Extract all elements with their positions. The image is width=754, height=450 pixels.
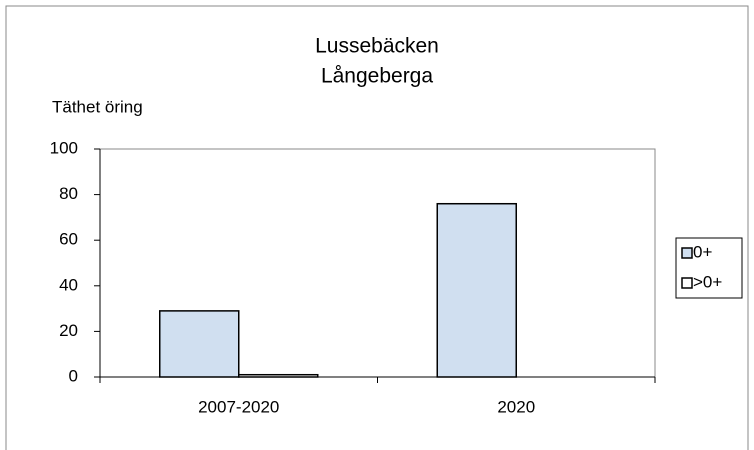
legend-label: 0+ (693, 242, 712, 261)
y-axis-label: Täthet öring (52, 97, 143, 116)
x-tick-label: 2007-2020 (198, 397, 279, 416)
legend-swatch (681, 277, 693, 289)
legend-swatch (681, 247, 693, 259)
bar (436, 202, 517, 378)
y-tick-label: 80 (59, 184, 78, 203)
y-tick-label: 0 (69, 366, 78, 385)
y-tick-label: 40 (59, 275, 78, 294)
legend-label: >0+ (693, 272, 722, 291)
x-tick-label: 2020 (497, 397, 535, 416)
y-tick-label: 100 (50, 138, 78, 157)
chart-title: Lussebäcken (315, 35, 439, 58)
chart-subtitle: Långeberga (321, 65, 433, 88)
bar (238, 373, 319, 378)
y-tick-label: 20 (59, 321, 78, 340)
chart-frame (5, 5, 749, 450)
bar (159, 310, 240, 378)
y-tick-label: 60 (59, 230, 78, 249)
